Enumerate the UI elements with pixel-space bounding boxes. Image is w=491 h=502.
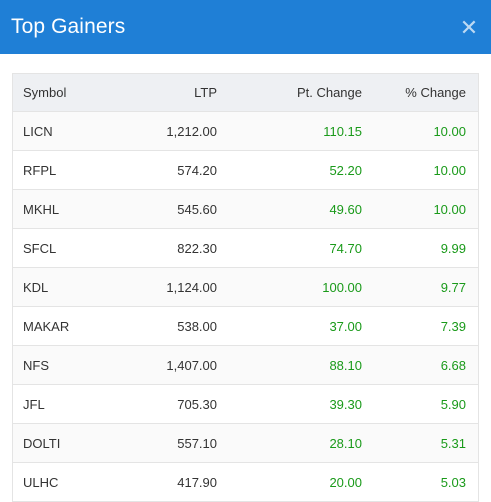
modal-body: Symbol LTP Pt. Change % Change LICN 1,21… — [0, 54, 491, 502]
column-header-symbol: Symbol — [23, 85, 67, 100]
table-header-row: Symbol LTP Pt. Change % Change — [12, 73, 479, 112]
pct-change-cell: 10.00 — [433, 201, 466, 217]
symbol-cell: DOLTI — [23, 435, 61, 451]
pct-change-cell: 9.99 — [440, 240, 466, 256]
pt-change-cell: 39.30 — [329, 396, 362, 412]
ltp-cell: 574.20 — [177, 162, 217, 178]
symbol-cell: NFS — [23, 357, 49, 373]
pt-change-cell: 110.15 — [323, 123, 362, 139]
ltp-cell: 705.30 — [177, 396, 217, 412]
pt-change-cell: 74.70 — [329, 240, 362, 256]
table-row[interactable]: LICN 1,212.00 110.15 10.00 — [12, 111, 479, 151]
table-row[interactable]: SFCL 822.30 74.70 9.99 — [12, 228, 479, 268]
pt-change-cell: 88.10 — [329, 357, 362, 373]
pt-change-cell: 49.60 — [329, 201, 362, 217]
symbol-cell: LICN — [23, 123, 53, 139]
ltp-cell: 417.90 — [177, 474, 217, 490]
table-row[interactable]: JFL 705.30 39.30 5.90 — [12, 384, 479, 424]
pct-change-cell: 5.31 — [440, 435, 466, 451]
modal-title: Top Gainers — [11, 15, 126, 38]
ltp-cell: 557.10 — [177, 435, 217, 451]
ltp-cell: 545.60 — [177, 201, 217, 217]
pct-change-cell: 7.39 — [440, 318, 466, 334]
symbol-cell: JFL — [23, 396, 45, 412]
pct-change-cell: 5.90 — [440, 396, 466, 412]
table-row[interactable]: KDL 1,124.00 100.00 9.77 — [12, 267, 479, 307]
ltp-cell: 1,212.00 — [166, 123, 217, 139]
gainers-table: Symbol LTP Pt. Change % Change LICN 1,21… — [12, 73, 479, 502]
pt-change-cell: 20.00 — [329, 474, 362, 490]
column-header-ltp: LTP — [194, 85, 217, 100]
pt-change-cell: 28.10 — [329, 435, 362, 451]
symbol-cell: SFCL — [23, 240, 57, 256]
pct-change-cell: 6.68 — [440, 357, 466, 373]
pct-change-cell: 9.77 — [440, 279, 466, 295]
pt-change-cell: 100.00 — [322, 279, 362, 295]
modal-header: Top Gainers ✕ — [0, 0, 491, 54]
ltp-cell: 822.30 — [177, 240, 217, 256]
table-row[interactable]: MKHL 545.60 49.60 10.00 — [12, 189, 479, 229]
symbol-cell: KDL — [23, 279, 49, 295]
pct-change-cell: 10.00 — [433, 123, 466, 139]
close-icon[interactable]: ✕ — [459, 15, 479, 40]
pct-change-cell: 5.03 — [440, 474, 466, 490]
ltp-cell: 1,407.00 — [166, 357, 217, 373]
table-row[interactable]: DOLTI 557.10 28.10 5.31 — [12, 423, 479, 463]
ltp-cell: 538.00 — [177, 318, 217, 334]
table-row[interactable]: NFS 1,407.00 88.10 6.68 — [12, 345, 479, 385]
pct-change-cell: 10.00 — [433, 162, 466, 178]
pt-change-cell: 37.00 — [329, 318, 362, 334]
symbol-cell: ULHC — [23, 474, 59, 490]
column-header-pct-change: % Change — [405, 85, 466, 100]
column-header-pt-change: Pt. Change — [296, 85, 362, 100]
table-row[interactable]: ULHC 417.90 20.00 5.03 — [12, 462, 479, 502]
pt-change-cell: 52.20 — [329, 162, 362, 178]
table-row[interactable]: MAKAR 538.00 37.00 7.39 — [12, 306, 479, 346]
symbol-cell: MAKAR — [23, 318, 70, 334]
table-row[interactable]: RFPL 574.20 52.20 10.00 — [12, 150, 479, 190]
symbol-cell: RFPL — [23, 162, 57, 178]
symbol-cell: MKHL — [23, 201, 60, 217]
ltp-cell: 1,124.00 — [166, 279, 217, 295]
